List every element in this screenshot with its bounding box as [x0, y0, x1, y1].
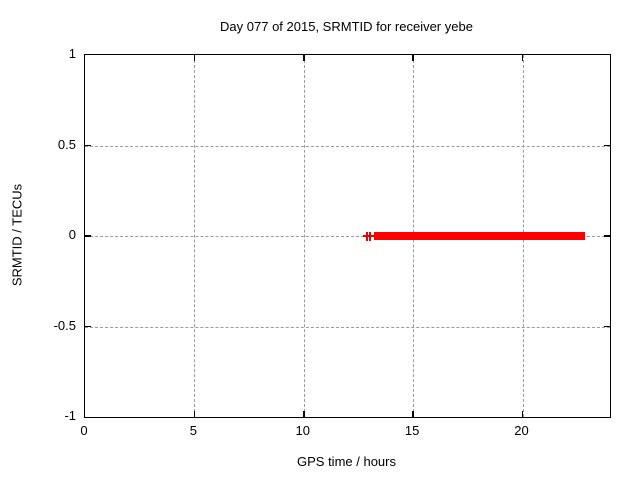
ytick-right-0 [604, 235, 610, 237]
data-point-marker-0-1 [365, 231, 375, 241]
ytick-label-0: 0 [68, 227, 76, 242]
ytick-right--0.5 [604, 325, 610, 328]
ytick-left-0 [85, 235, 91, 237]
data-series-band-0 [373, 232, 586, 240]
xtick-bottom-10 [303, 411, 305, 417]
ytick-left--0.5 [85, 325, 91, 328]
ytick-left-0.5 [85, 144, 91, 147]
xtick-label-0: 0 [80, 423, 88, 438]
xtick-bottom-5 [193, 411, 196, 417]
xtick-top-5 [193, 55, 196, 61]
xtick-top-15 [412, 55, 414, 61]
xtick-bottom-15 [412, 411, 414, 417]
chart-title: Day 077 of 2015, SRMTID for receiver yeb… [220, 19, 473, 34]
xtick-top-10 [303, 55, 305, 61]
xtick-label-20: 20 [514, 423, 529, 438]
x-axis-label: GPS time / hours [297, 454, 396, 469]
gridline-y-0.5 [85, 145, 610, 147]
ytick-label--1: -1 [64, 408, 76, 423]
ytick-label-0.5: 0.5 [57, 136, 76, 152]
ytick-right-0.5 [604, 144, 610, 147]
gridline-y-0 [85, 236, 610, 237]
plot-area [84, 54, 611, 418]
xtick-bottom-20 [521, 411, 524, 417]
ytick-label-1: 1 [68, 46, 76, 61]
gridline-y--0.5 [85, 326, 610, 328]
xtick-label-10: 10 [295, 423, 310, 438]
xtick-label-5: 5 [189, 423, 197, 438]
plus-marker-vbar [369, 231, 372, 241]
xtick-top-20 [521, 55, 524, 61]
ytick-label--0.5: -0.5 [53, 317, 76, 333]
xtick-label-15: 15 [404, 423, 420, 438]
